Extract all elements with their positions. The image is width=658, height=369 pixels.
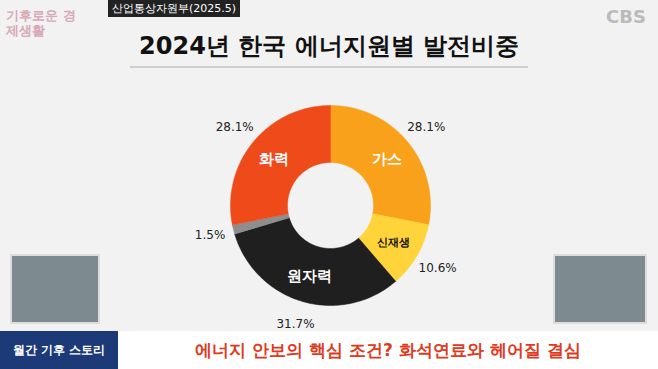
html-text:2024년 한국 에너지원별 발전비중: 2024년 한국 에너지원별 발전비중 [139, 32, 519, 60]
html-text:산업통상자원부(2025.5): 산업통상자원부(2025.5) [112, 2, 237, 15]
html-text:CBS: CBS [606, 6, 646, 27]
html-text:기후로운 경제생활: 기후로운 경제생활 [6, 8, 76, 38]
svg-text:가스: 가스 [372, 150, 402, 168]
svg-text:28.1%: 28.1% [216, 120, 254, 134]
svg-text:28.1%: 28.1% [407, 120, 445, 134]
svg-text:원자력: 원자력 [287, 267, 332, 285]
html-text:월간 기후 스토리: 월간 기후 스토리 [12, 342, 106, 357]
svg-text:1.5%: 1.5% [195, 228, 226, 242]
svg-text:10.6%: 10.6% [419, 261, 457, 275]
svg-text:화력: 화력 [259, 150, 289, 168]
html-text:에너지 안보의 핵심 조건? 화석연료와 헤어질 결심: 에너지 안보의 핵심 조건? 화석연료와 헤어질 결심 [195, 339, 581, 360]
svg-text:31.7%: 31.7% [276, 317, 314, 331]
svg-text:신재생: 신재생 [377, 236, 410, 249]
